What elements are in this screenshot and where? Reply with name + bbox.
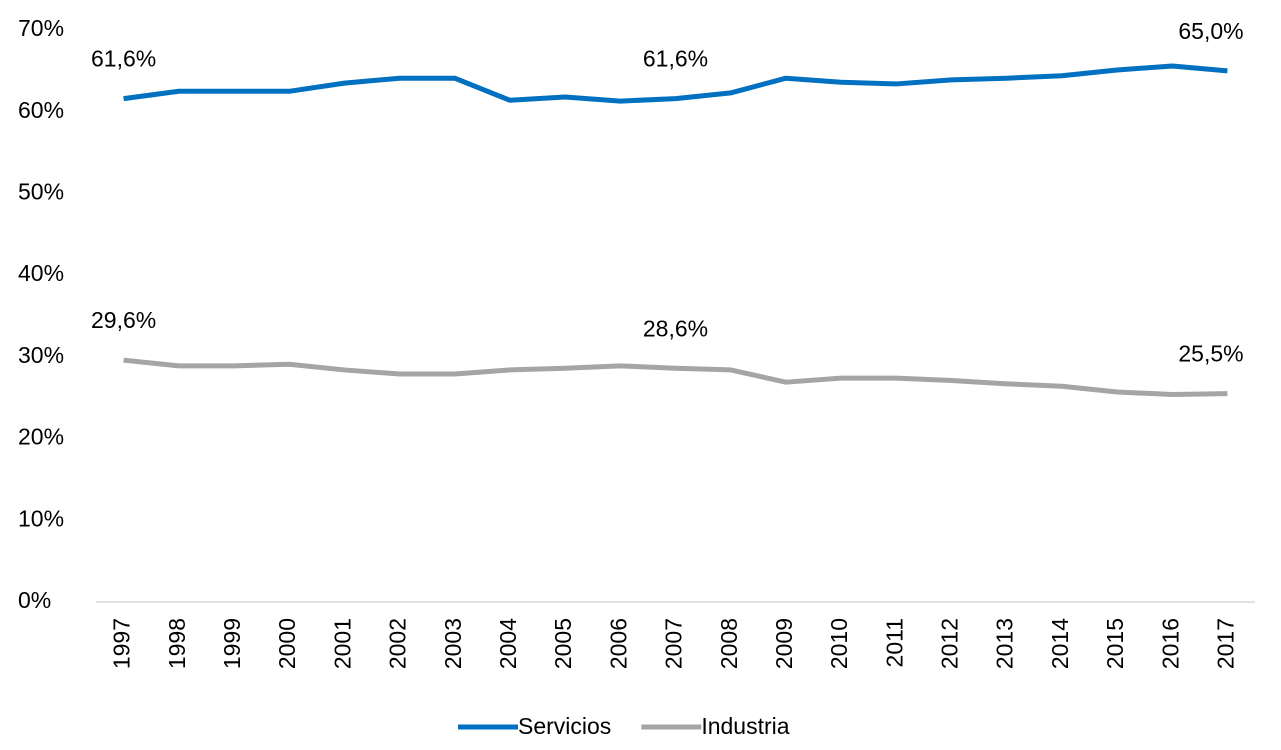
x-tick-label: 2003 bbox=[440, 618, 466, 669]
series-line bbox=[123, 63, 1228, 104]
x-tick-label: 2000 bbox=[274, 618, 300, 669]
x-tick-label: 2009 bbox=[771, 618, 797, 669]
x-tick-label: 2016 bbox=[1157, 618, 1183, 669]
legend-label: Servicios bbox=[518, 713, 611, 739]
y-tick-label: 50% bbox=[18, 179, 64, 205]
y-tick-label: 60% bbox=[18, 97, 64, 123]
y-tick-label: 30% bbox=[18, 342, 64, 368]
x-tick-label: 1999 bbox=[219, 618, 245, 669]
x-tick-label: 1997 bbox=[109, 618, 135, 669]
data-label: 61,6% bbox=[91, 46, 156, 72]
x-tick-label: 2017 bbox=[1212, 618, 1238, 669]
x-tick-label: 2010 bbox=[826, 618, 852, 669]
x-tick-label: 2007 bbox=[661, 618, 687, 669]
y-tick-label: 40% bbox=[18, 260, 64, 286]
x-tick-label: 2014 bbox=[1047, 618, 1073, 669]
legend-label: Industria bbox=[701, 713, 789, 739]
x-tick-label: 2005 bbox=[550, 618, 576, 669]
x-tick-label: 2004 bbox=[495, 618, 521, 669]
x-tick-label: 2012 bbox=[937, 618, 963, 669]
y-tick-label: 70% bbox=[18, 15, 64, 41]
x-tick-label: 2002 bbox=[385, 618, 411, 669]
data-label: 61,6% bbox=[643, 46, 708, 72]
x-tick-label: 2008 bbox=[716, 618, 742, 669]
x-tick-label: 2015 bbox=[1102, 618, 1128, 669]
data-label: 28,6% bbox=[643, 315, 708, 341]
x-tick-label: 1998 bbox=[164, 618, 190, 669]
x-tick-label: 2011 bbox=[881, 618, 907, 667]
y-tick-label: 10% bbox=[18, 505, 64, 531]
y-tick-label: 0% bbox=[18, 587, 51, 613]
x-tick-label: 2013 bbox=[992, 618, 1018, 669]
x-tick-label: 2006 bbox=[605, 618, 631, 669]
data-label: 29,6% bbox=[91, 307, 156, 333]
data-label: 65,0% bbox=[1178, 18, 1243, 44]
x-tick-label: 2001 bbox=[329, 618, 355, 669]
data-label: 25,5% bbox=[1178, 341, 1243, 367]
y-tick-label: 20% bbox=[18, 424, 64, 450]
series-line bbox=[123, 357, 1228, 397]
